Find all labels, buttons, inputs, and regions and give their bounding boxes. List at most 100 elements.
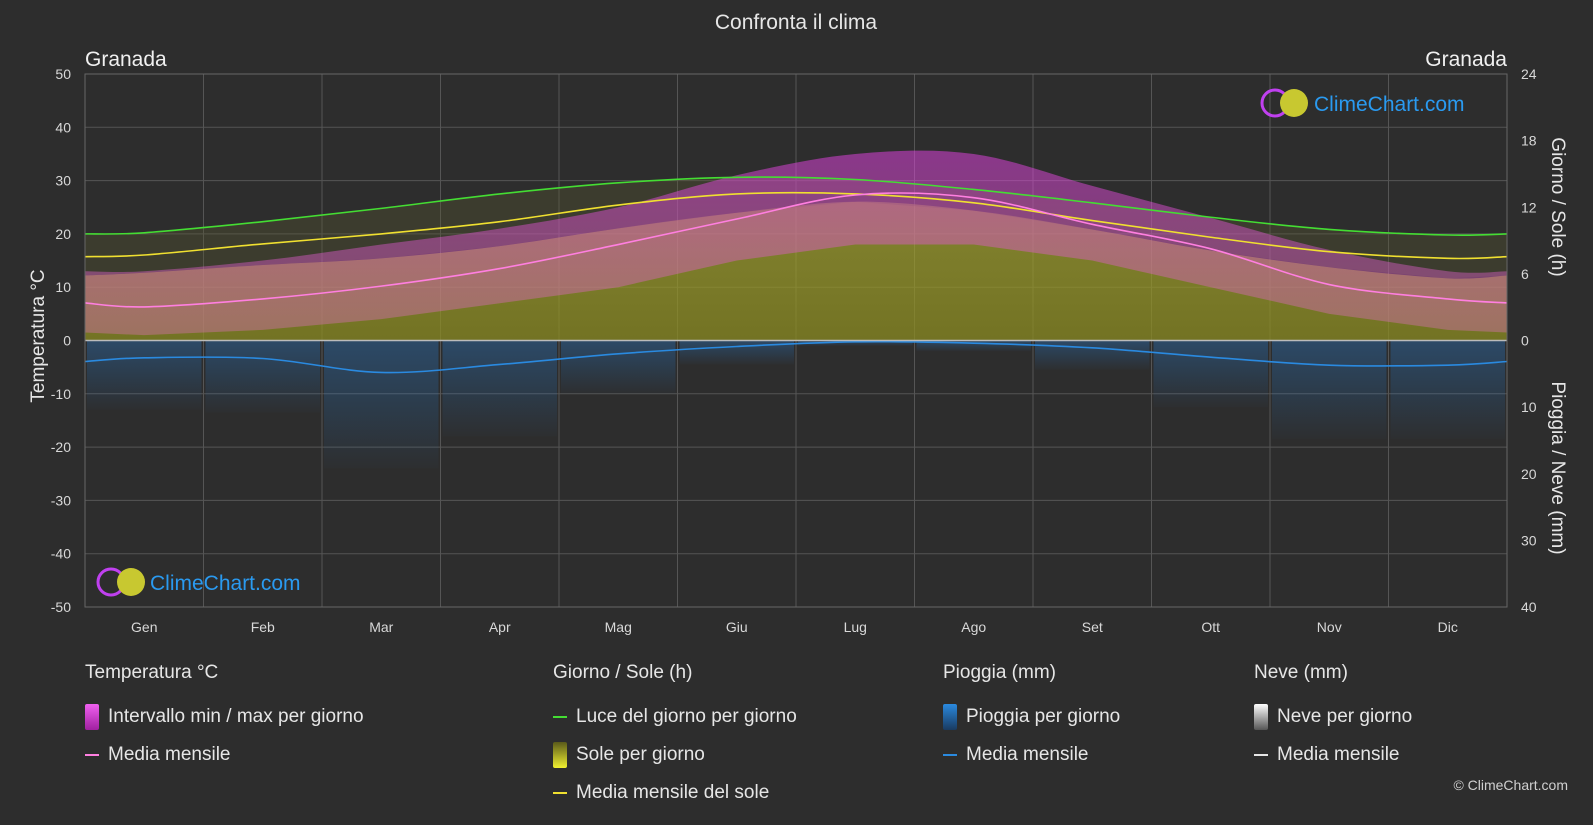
y-left-tick-label: 40 xyxy=(55,119,71,135)
legend-snow: Neve (mm) Neve per giorno Media mensile xyxy=(1254,662,1412,774)
rain-mean-swatch xyxy=(943,754,957,756)
sunshine-swatch xyxy=(553,742,567,768)
legend-sun: Giorno / Sole (h) Luce del giorno per gi… xyxy=(553,662,797,812)
legend-label: Neve per giorno xyxy=(1277,706,1413,727)
legend-label: Pioggia per giorno xyxy=(966,706,1121,727)
y-left-tick-label: 50 xyxy=(55,66,71,82)
x-tick-label: Giu xyxy=(726,619,748,635)
legend-rain: Pioggia (mm) Pioggia per giorno Media me… xyxy=(943,662,1120,774)
x-tick-label: Set xyxy=(1082,619,1103,635)
x-tick-label: Lug xyxy=(844,619,867,635)
y-left-tick-label: -20 xyxy=(51,439,71,455)
y-right-tick-label: 18 xyxy=(1521,133,1537,149)
mean-swatch xyxy=(85,754,99,756)
legend-item: Media mensile xyxy=(943,736,1120,774)
data-lines xyxy=(84,176,1508,374)
daylight-band xyxy=(85,177,1507,279)
legend-title: Temperatura °C xyxy=(85,662,219,683)
snow-mean-swatch xyxy=(1254,754,1268,756)
legend-label: Media mensile xyxy=(966,744,1089,765)
axes: 50 40 30 20 10 0 -10 -20 -30 -40 -50 24 18 12 6 0 10 20 30… xyxy=(51,66,1537,635)
legend-title: Pioggia (mm) xyxy=(943,662,1056,683)
location-right: Granada xyxy=(1425,48,1507,71)
y-left-axis-title: Temperatura °C xyxy=(28,269,49,402)
range-swatch xyxy=(85,704,99,730)
y-right-tick-label: 10 xyxy=(1521,399,1537,415)
data-areas xyxy=(85,150,1507,341)
y-right-tick-label: 24 xyxy=(1521,66,1537,82)
y-right-tick-label: 0 xyxy=(1521,333,1529,349)
rain-bar xyxy=(87,340,202,410)
watermark-text-bottom: ClimeChart.com xyxy=(150,572,301,595)
x-tick-label: Mar xyxy=(369,619,393,635)
legend-item: Intervallo min / max per giorno xyxy=(85,698,364,736)
y-right-tick-label: 20 xyxy=(1521,466,1537,482)
daylight-line xyxy=(84,176,1508,236)
watermark-text-top: ClimeChart.com xyxy=(1314,93,1465,116)
legend-item: Neve per giorno xyxy=(1254,698,1412,736)
rain-bar xyxy=(324,340,439,469)
y-left-tick-label: -30 xyxy=(51,492,71,508)
temperature-range-area xyxy=(85,150,1507,336)
rain-bar xyxy=(1390,340,1505,440)
legend-label: Media mensile del sole xyxy=(576,782,770,803)
snow-swatch xyxy=(1254,704,1268,730)
rain-bar xyxy=(1035,340,1150,370)
y-right-tick-label: 6 xyxy=(1521,266,1529,282)
y-right-bottom-axis-title: Pioggia / Neve (mm) xyxy=(1547,381,1568,554)
rain-bar xyxy=(442,340,557,437)
rain-bar xyxy=(916,340,1031,352)
legend-label: Intervallo min / max per giorno xyxy=(108,706,364,727)
y-left-tick-label: 30 xyxy=(55,173,71,189)
legend-label: Luce del giorno per giorno xyxy=(576,706,797,727)
legend-item: Sole per giorno xyxy=(553,736,797,774)
x-tick-label: Ago xyxy=(961,619,986,635)
legend-label: Media mensile xyxy=(1277,744,1400,765)
legend-item: Pioggia per giorno xyxy=(943,698,1120,736)
rain-swatch xyxy=(943,704,957,730)
y-left-tick-label: 10 xyxy=(55,279,71,295)
watermark-bottom: ClimeChart.com xyxy=(96,567,301,597)
legend-title: Giorno / Sole (h) xyxy=(553,662,693,683)
y-left-tick-label: -50 xyxy=(51,599,71,615)
legend-temperature: Temperatura °C Intervallo min / max per … xyxy=(85,662,364,774)
x-tick-label: Mag xyxy=(605,619,632,635)
rain-bar xyxy=(561,340,676,394)
rain-bars xyxy=(87,340,1505,469)
legend-item: Media mensile xyxy=(85,736,364,774)
legend-item: Media mensile del sole xyxy=(553,774,797,812)
sunshine-mean-line xyxy=(84,191,1508,260)
x-tick-label: Ott xyxy=(1201,619,1220,635)
legend-label: Media mensile xyxy=(108,744,231,765)
daylight-swatch xyxy=(553,716,567,718)
y-right-tick-label: 40 xyxy=(1521,599,1537,615)
x-tick-label: Feb xyxy=(251,619,275,635)
copyright: © ClimeChart.com xyxy=(1453,777,1568,793)
legend-item: Media mensile xyxy=(1254,736,1412,774)
x-tick-label: Nov xyxy=(1317,619,1342,635)
chart-title: Confronta il clima xyxy=(715,11,878,34)
sunshine-mean-swatch xyxy=(553,792,567,794)
rain-mean-line xyxy=(84,340,1508,374)
rain-bar xyxy=(205,340,320,413)
rain-bar xyxy=(1153,340,1268,408)
x-tick-label: Dic xyxy=(1438,619,1458,635)
y-right-tick-label: 12 xyxy=(1521,199,1537,215)
rain-bar xyxy=(798,340,913,346)
y-left-tick-label: -10 xyxy=(51,386,71,402)
y-right-tick-label: 30 xyxy=(1521,532,1537,548)
rain-bar xyxy=(679,340,794,365)
location-left: Granada xyxy=(85,48,167,71)
legend-item: Luce del giorno per giorno xyxy=(553,698,797,736)
watermark-top: ClimeChart.com xyxy=(1260,88,1465,118)
y-left-tick-label: 20 xyxy=(55,226,71,242)
y-right-top-axis-title: Giorno / Sole (h) xyxy=(1547,137,1568,276)
x-tick-label: Apr xyxy=(489,619,511,635)
plot-frame xyxy=(84,73,1508,608)
x-tick-label: Gen xyxy=(131,619,157,635)
legend-label: Sole per giorno xyxy=(576,744,705,765)
y-left-tick-label: -40 xyxy=(51,546,71,562)
rain-bar xyxy=(1272,340,1387,440)
legend-title: Neve (mm) xyxy=(1254,662,1348,683)
